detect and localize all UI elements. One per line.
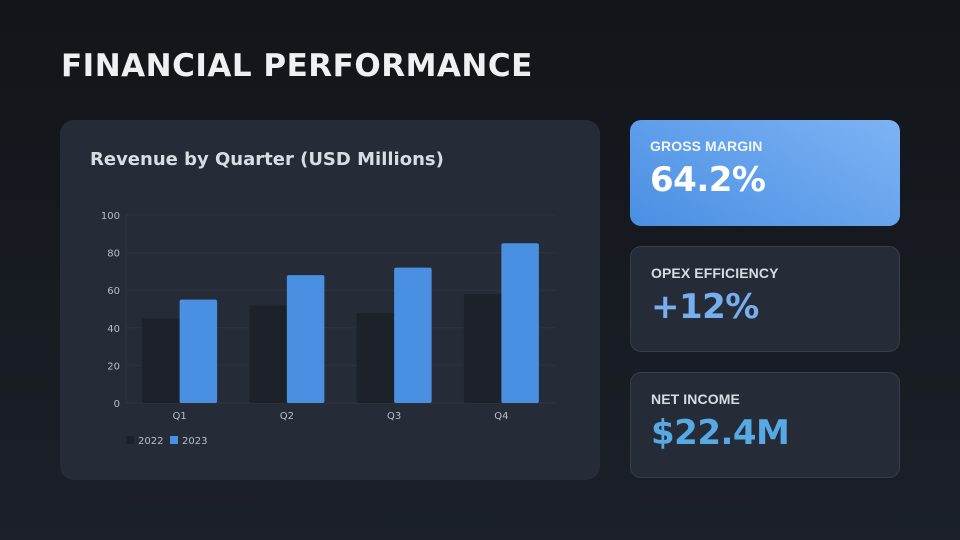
legend-label-2022: 2022 [138, 436, 163, 447]
legend-swatch-2023 [170, 436, 178, 444]
legend-swatch-2022 [126, 436, 134, 444]
y-tick-label: 100 [101, 211, 120, 222]
kpi-card-opex-efficiency: OPEX EFFICIENCY +12% [630, 246, 900, 352]
bar-2023-Q2 [286, 275, 325, 403]
y-tick-label: 0 [114, 399, 120, 410]
x-tick-label: Q1 [173, 411, 187, 422]
kpi-label: OPEX EFFICIENCY [651, 265, 779, 281]
bar-2023-Q3 [394, 267, 432, 403]
x-tick-label: Q3 [387, 411, 401, 422]
kpi-value: $22.4M [651, 413, 790, 453]
kpi-card-net-income: NET INCOME $22.4M [630, 372, 900, 478]
legend-label-2023: 2023 [182, 436, 207, 447]
y-tick-label: 80 [107, 249, 120, 260]
x-tick-label: Q2 [280, 411, 294, 422]
kpi-label: GROSS MARGIN [650, 138, 763, 154]
kpi-label: NET INCOME [651, 391, 740, 407]
y-tick-label: 20 [107, 361, 120, 372]
kpi-value: 64.2% [650, 160, 766, 200]
kpi-value: +12% [651, 287, 759, 327]
bar-2022-Q3 [356, 312, 395, 403]
bar-2022-Q2 [249, 305, 287, 403]
kpi-card-gross-margin: GROSS MARGIN 64.2% [630, 120, 900, 226]
y-tick-label: 40 [107, 324, 120, 335]
bar-2023-Q1 [179, 299, 218, 403]
y-tick-label: 60 [107, 286, 120, 297]
revenue-chart-card: Revenue by Quarter (USD Millions) 0 20 40 6… [60, 120, 600, 480]
page-title: FINANCIAL PERFORMANCE [61, 48, 533, 84]
bar-2022-Q1 [142, 318, 180, 403]
x-tick-label: Q4 [494, 411, 508, 422]
revenue-bar-chart: 0 20 40 60 80 100 Q1 Q2 Q3 Q4 2022 2023 [101, 211, 555, 447]
chart-title: Revenue by Quarter (USD Millions) [90, 149, 444, 170]
bar-2022-Q4 [463, 293, 502, 403]
bar-2023-Q4 [501, 243, 539, 403]
